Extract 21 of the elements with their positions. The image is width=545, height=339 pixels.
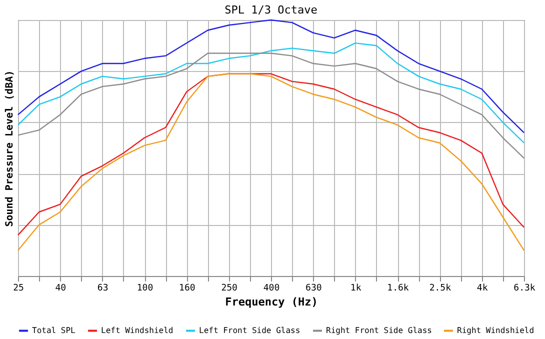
chart-title: SPL 1/3 Octave	[224, 3, 318, 16]
x-tick-label: 6.3k	[514, 284, 536, 294]
legend-label: Right Windshield	[457, 326, 534, 335]
x-tick-label: 630	[306, 284, 322, 294]
x-axis-title: Frequency (Hz)	[225, 296, 318, 308]
x-tick-label: 63	[97, 284, 108, 294]
x-tick-label: 1.6k	[387, 284, 410, 294]
legend-label: Total SPL	[32, 326, 76, 335]
x-tick-label: 4k	[476, 284, 488, 294]
x-tick-label: 160	[179, 284, 196, 294]
legend-label: Left Front Side Glass	[199, 326, 300, 335]
x-tick-label: 100	[136, 284, 154, 294]
y-axis-title: Sound Pressure Level (dBA)	[4, 70, 16, 227]
x-tick-label: 1k	[350, 284, 362, 294]
legend-label: Right Front Side Glass	[326, 326, 432, 335]
x-tick-label: 2.5k	[429, 284, 452, 294]
x-tick-label: 400	[263, 284, 280, 294]
legend-label: Left Windshield	[101, 326, 174, 335]
x-tick-label: 40	[55, 284, 66, 294]
x-tick-label: 25	[13, 284, 24, 294]
x-tick-label: 250	[221, 284, 238, 294]
